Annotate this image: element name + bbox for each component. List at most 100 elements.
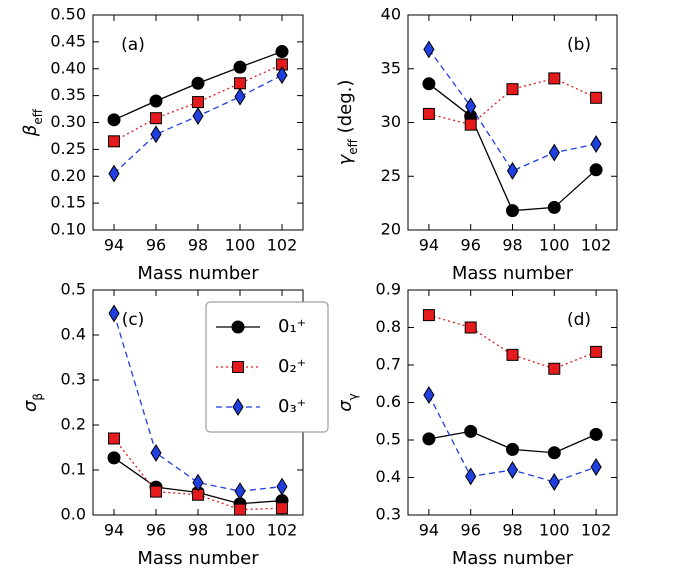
y-tick-label: 0.15 bbox=[50, 193, 86, 212]
y-tick-label: 0.10 bbox=[50, 220, 86, 239]
series-line bbox=[428, 77, 597, 126]
legend-box bbox=[205, 301, 329, 433]
x-tick-label: 94 bbox=[419, 521, 439, 540]
data-point bbox=[422, 432, 436, 446]
data-point bbox=[590, 458, 602, 476]
panel-label: (d) bbox=[567, 310, 591, 330]
y-tick-label: 0.40 bbox=[50, 58, 86, 77]
series-line bbox=[428, 49, 597, 172]
y-axis-subscript: eff bbox=[346, 138, 360, 154]
data-point bbox=[464, 321, 477, 334]
data-point bbox=[506, 204, 519, 218]
y-tick-label: 0.9 bbox=[376, 280, 401, 299]
y-tick-label: 0.30 bbox=[50, 112, 86, 131]
data-point bbox=[108, 135, 120, 148]
data-point bbox=[276, 66, 288, 85]
data-point bbox=[108, 432, 120, 445]
legend-label: 0₂⁺ bbox=[278, 356, 306, 377]
y-axis-symbol: σ bbox=[335, 400, 356, 412]
x-axis-label: Mass number bbox=[452, 263, 574, 284]
y-axis-label: βeff bbox=[20, 108, 45, 137]
data-point bbox=[422, 77, 436, 91]
data-point bbox=[150, 485, 162, 498]
x-tick-label: 100 bbox=[539, 236, 570, 255]
series-line bbox=[113, 63, 283, 142]
y-axis-label: γeff (deg.) bbox=[335, 80, 360, 166]
y-axis-label: σβ bbox=[20, 393, 45, 412]
x-tick-label: 100 bbox=[539, 521, 570, 540]
x-tick-label: 96 bbox=[461, 236, 481, 255]
y-tick-label: 30 bbox=[381, 112, 401, 131]
data-point bbox=[192, 107, 204, 125]
x-axis-label: Mass number bbox=[137, 548, 259, 569]
x-tick-label: 96 bbox=[461, 521, 481, 540]
data-point bbox=[107, 451, 121, 465]
plot-frame bbox=[407, 14, 618, 231]
x-tick-label: 98 bbox=[188, 236, 208, 255]
data-point bbox=[464, 424, 478, 438]
x-tick-label: 98 bbox=[502, 521, 522, 540]
data-point bbox=[506, 461, 519, 479]
y-tick-label: 20 bbox=[381, 220, 401, 239]
x-axis-label: Mass number bbox=[137, 263, 259, 284]
x-tick-label: 96 bbox=[146, 521, 166, 540]
data-point bbox=[108, 164, 120, 183]
y-tick-label: 0.50 bbox=[50, 5, 86, 24]
y-tick-label: 0.5 bbox=[61, 280, 86, 299]
y-axis-symbol: β bbox=[20, 125, 41, 138]
plot-frame bbox=[407, 289, 618, 516]
y-tick-label: 35 bbox=[381, 58, 401, 77]
data-point bbox=[590, 91, 603, 104]
data-point bbox=[464, 118, 477, 131]
y-tick-label: 0.35 bbox=[50, 85, 86, 104]
data-point bbox=[423, 386, 435, 404]
data-point bbox=[548, 72, 561, 85]
y-tick-label: 0.6 bbox=[376, 392, 401, 411]
x-tick-label: 94 bbox=[104, 521, 124, 540]
y-axis-unit: (deg.) bbox=[335, 80, 356, 139]
data-point bbox=[275, 45, 289, 59]
plot-frame bbox=[92, 14, 304, 231]
data-point bbox=[506, 161, 519, 180]
panel-label: (a) bbox=[121, 35, 145, 55]
data-point bbox=[589, 427, 603, 441]
y-axis-subscript: β bbox=[31, 393, 45, 401]
data-point bbox=[423, 40, 435, 59]
data-point bbox=[590, 345, 603, 358]
y-tick-label: 0.4 bbox=[61, 325, 86, 344]
y-tick-label: 25 bbox=[381, 166, 401, 185]
data-point bbox=[506, 83, 519, 96]
data-point bbox=[276, 477, 288, 496]
x-tick-label: 94 bbox=[104, 236, 124, 255]
data-point bbox=[192, 96, 204, 109]
panel-label: (c) bbox=[122, 310, 145, 330]
x-tick-label: 94 bbox=[419, 236, 439, 255]
legend-marker bbox=[232, 398, 244, 416]
y-tick-label: 0.20 bbox=[50, 166, 86, 185]
x-tick-label: 100 bbox=[225, 236, 256, 255]
data-point bbox=[191, 76, 205, 90]
data-point bbox=[506, 348, 519, 361]
y-tick-label: 0.4 bbox=[376, 467, 401, 486]
series-line bbox=[113, 313, 283, 492]
x-tick-label: 98 bbox=[502, 236, 522, 255]
data-point bbox=[548, 473, 560, 491]
y-tick-label: 0.7 bbox=[376, 355, 401, 374]
x-tick-label: 98 bbox=[188, 521, 208, 540]
legend-marker bbox=[232, 361, 244, 373]
data-point bbox=[234, 87, 246, 106]
x-tick-label: 96 bbox=[146, 236, 166, 255]
x-tick-label: 102 bbox=[581, 236, 612, 255]
data-point bbox=[465, 467, 477, 486]
data-point bbox=[150, 112, 162, 125]
y-tick-label: 40 bbox=[381, 5, 401, 24]
data-point bbox=[547, 200, 561, 214]
y-tick-label: 0.25 bbox=[50, 139, 86, 158]
data-point bbox=[233, 60, 247, 74]
y-axis-label: σγ bbox=[335, 393, 360, 412]
data-point bbox=[548, 143, 560, 162]
y-axis-subscript: eff bbox=[31, 108, 45, 124]
y-tick-label: 0.5 bbox=[376, 430, 401, 449]
data-point bbox=[234, 503, 246, 516]
